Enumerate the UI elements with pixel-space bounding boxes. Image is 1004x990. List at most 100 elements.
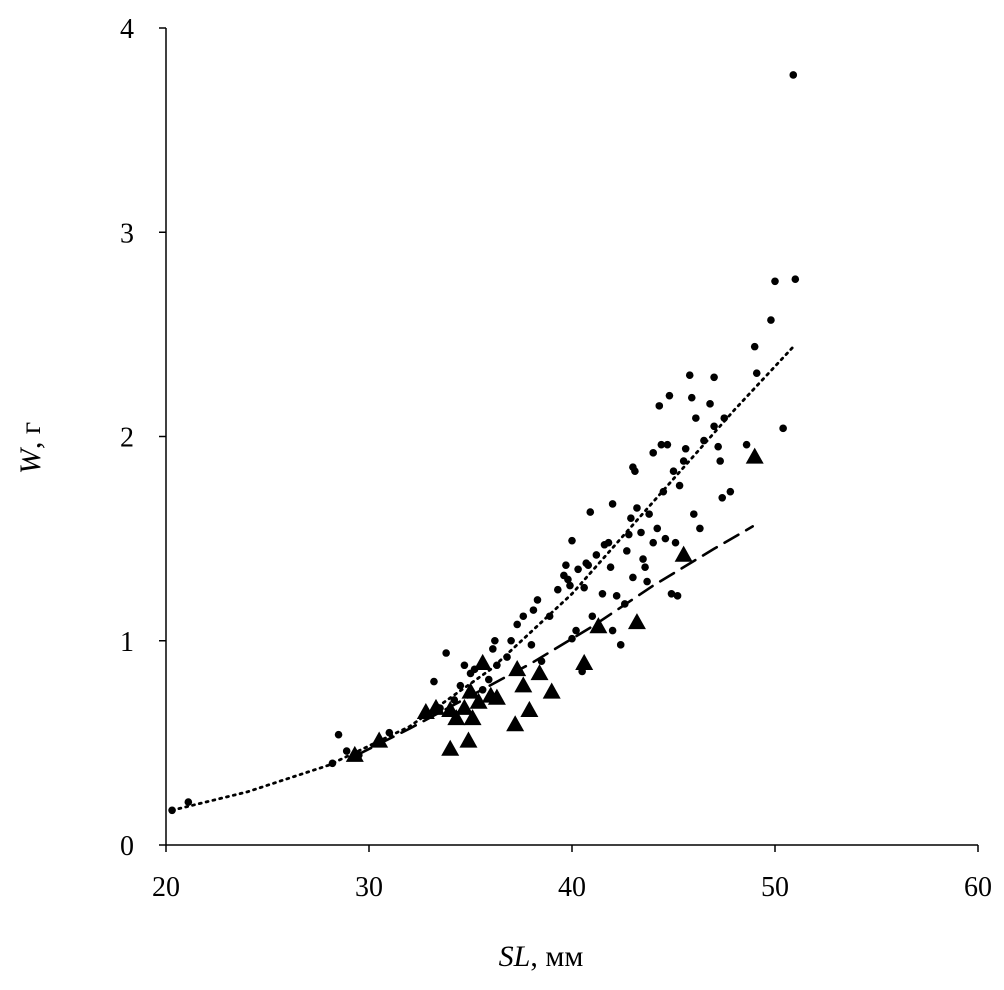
- data-point-circle: [574, 565, 582, 574]
- data-point-circle: [720, 414, 729, 422]
- data-point-circle: [328, 759, 337, 768]
- data-point-triangle: [426, 698, 445, 715]
- data-point-triangle: [469, 692, 488, 709]
- data-point-triangle: [589, 617, 608, 634]
- data-point-circle: [679, 457, 688, 465]
- data-point-circle: [568, 536, 576, 545]
- data-point-circle: [537, 657, 546, 665]
- y-tick-label: 3: [120, 218, 134, 249]
- data-point-circle: [493, 661, 501, 670]
- data-point-circle: [771, 277, 779, 286]
- data-point-circle: [791, 275, 800, 284]
- x-tick-label: 60: [964, 872, 992, 903]
- x-axis-label: SL, мм: [499, 940, 584, 973]
- data-point-triangle: [416, 702, 435, 719]
- data-point-circle: [562, 561, 570, 569]
- data-point-circle: [692, 414, 700, 422]
- data-point-circle: [687, 393, 696, 402]
- data-point-triangle: [370, 731, 389, 748]
- data-point-circle: [637, 528, 645, 537]
- data-point-circle: [484, 675, 493, 684]
- data-point-circle: [633, 504, 641, 512]
- y-axis-label: W, г: [14, 422, 47, 474]
- data-point-circle: [612, 592, 621, 600]
- data-point-circle: [690, 510, 698, 518]
- data-point-circle: [507, 636, 515, 645]
- data-point-circle: [649, 538, 657, 547]
- data-point-circle: [639, 555, 647, 563]
- data-point-circle: [675, 481, 684, 490]
- data-point-circle: [503, 653, 511, 661]
- data-point-circle: [566, 581, 574, 590]
- data-point-triangle: [627, 613, 646, 630]
- data-point-circle: [608, 500, 617, 508]
- data-point-circle: [564, 575, 572, 584]
- x-tick-label: 50: [761, 872, 789, 903]
- data-point-triangle: [455, 698, 474, 715]
- data-point-circle: [718, 493, 727, 502]
- y-axis-unit: , г: [14, 422, 47, 449]
- y-tick-label: 2: [120, 423, 134, 454]
- data-point-circle: [513, 620, 521, 629]
- data-point-circle: [661, 534, 670, 543]
- data-point-circle: [533, 596, 542, 604]
- data-point-circle: [625, 530, 633, 539]
- data-point-circle: [586, 508, 595, 516]
- data-point-circle: [685, 371, 694, 380]
- data-point-circle: [527, 641, 536, 649]
- data-point-circle: [742, 440, 751, 449]
- data-point-circle: [643, 577, 651, 586]
- data-point-circle: [529, 606, 538, 614]
- data-point-circle: [430, 677, 438, 686]
- data-point-circle: [665, 391, 674, 400]
- data-point-triangle: [473, 653, 492, 670]
- data-point-circle: [456, 681, 465, 690]
- data-point-triangle: [441, 739, 460, 756]
- data-point-circle: [598, 589, 607, 598]
- data-point-circle: [604, 538, 613, 547]
- data-point-circle: [491, 636, 499, 645]
- data-point-circle: [616, 641, 625, 649]
- y-tick-label: 0: [120, 831, 134, 862]
- data-point-circle: [168, 806, 176, 815]
- data-point-circle: [568, 634, 576, 643]
- data-point-circle: [588, 612, 597, 621]
- data-point-circle: [627, 514, 635, 522]
- data-point-triangle: [461, 682, 480, 699]
- data-point-circle: [450, 696, 459, 704]
- data-point-triangle: [508, 660, 527, 677]
- data-point-circle: [700, 436, 708, 445]
- data-point-circle: [629, 573, 637, 582]
- data-point-circle: [669, 467, 678, 476]
- trend-line-dotted: [170, 343, 797, 812]
- data-point-circle: [649, 449, 657, 457]
- data-point-circle: [334, 730, 343, 739]
- x-tick-label: 30: [355, 872, 383, 903]
- data-point-circle: [750, 342, 759, 351]
- data-point-circle: [653, 524, 662, 533]
- data-point-circle: [714, 442, 722, 451]
- data-point-circle: [789, 71, 798, 79]
- data-point-circle: [641, 563, 649, 572]
- data-point-circle: [460, 661, 469, 670]
- data-point-circle: [606, 563, 615, 572]
- data-point-circle: [667, 589, 676, 598]
- data-point-circle: [655, 402, 664, 410]
- data-point-circle: [671, 538, 680, 547]
- data-point-triangle: [520, 700, 539, 717]
- data-point-circle: [673, 592, 682, 600]
- data-point-circle: [184, 798, 193, 806]
- x-axis-symbol: SL: [499, 940, 531, 973]
- data-point-triangle: [745, 447, 764, 464]
- y-axis-symbol: W: [14, 446, 47, 474]
- data-point-circle: [645, 510, 653, 518]
- x-tick-label: 40: [558, 872, 586, 903]
- data-point-circle: [716, 457, 724, 465]
- data-point-circle: [623, 547, 631, 555]
- data-points: [168, 71, 800, 815]
- data-point-circle: [696, 524, 704, 533]
- data-point-circle: [631, 467, 639, 476]
- data-point-triangle: [487, 688, 506, 705]
- data-point-triangle: [514, 676, 533, 693]
